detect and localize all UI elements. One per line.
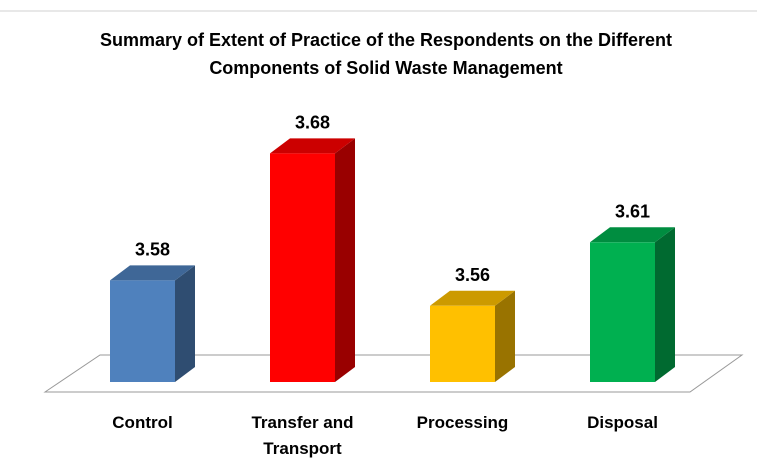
x-tick-label: Transfer and Transport bbox=[251, 413, 354, 458]
x-tick-label: Disposal bbox=[587, 413, 658, 432]
bar-side bbox=[495, 290, 515, 382]
bar bbox=[110, 280, 175, 382]
bar-side bbox=[175, 265, 195, 382]
bar-side bbox=[335, 138, 355, 382]
floor bbox=[43, 354, 744, 393]
bar-top bbox=[110, 265, 195, 281]
x-tick-label: Processing bbox=[416, 413, 509, 432]
bar-top bbox=[590, 227, 675, 243]
value-label: 3.68 bbox=[295, 112, 330, 132]
bar-top bbox=[270, 138, 355, 154]
x-tick-label: Control bbox=[112, 413, 173, 432]
bar bbox=[590, 242, 655, 382]
bar bbox=[430, 305, 495, 382]
value-label: 3.58 bbox=[135, 239, 170, 259]
bar bbox=[270, 153, 335, 382]
bar-side bbox=[655, 227, 675, 382]
value-label: 3.56 bbox=[455, 265, 490, 285]
chart-title: Summary of Extent of Practice of the Res… bbox=[99, 30, 673, 78]
bar-top bbox=[430, 290, 515, 306]
value-label: 3.61 bbox=[615, 201, 650, 221]
